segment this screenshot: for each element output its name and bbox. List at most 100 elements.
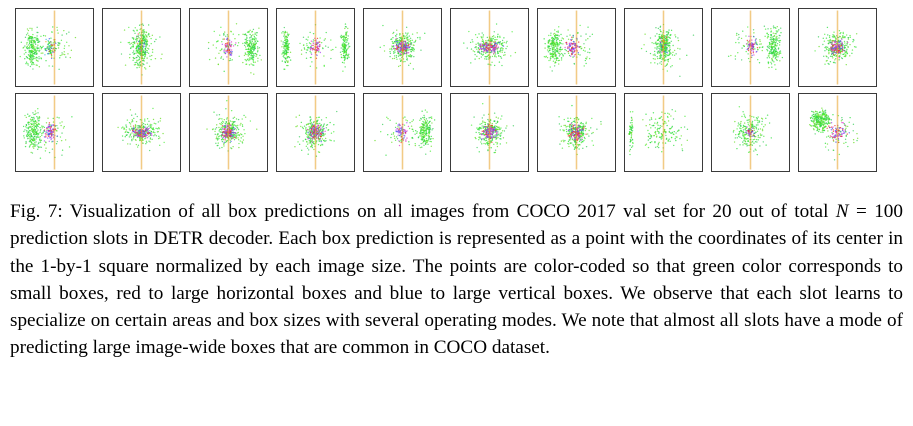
- prediction-point: [310, 145, 313, 147]
- prediction-point: [250, 36, 252, 39]
- prediction-point: [766, 48, 768, 51]
- prediction-point: [50, 138, 52, 141]
- prediction-point: [48, 41, 51, 44]
- prediction-point: [253, 49, 255, 51]
- prediction-point: [833, 31, 835, 33]
- prediction-point: [130, 42, 133, 44]
- prediction-point: [45, 38, 47, 41]
- prediction-point: [675, 53, 677, 55]
- prediction-point: [144, 34, 147, 36]
- prediction-point: [281, 32, 283, 34]
- prediction-point: [24, 45, 26, 47]
- prediction-point: [143, 63, 145, 66]
- prediction-point: [138, 57, 141, 59]
- prediction-point: [654, 62, 656, 64]
- prediction-point: [849, 55, 851, 57]
- prediction-point: [254, 52, 257, 55]
- prediction-point: [152, 107, 154, 110]
- prediction-point: [38, 117, 41, 119]
- prediction-point: [154, 57, 157, 60]
- prediction-point: [222, 127, 224, 129]
- prediction-point: [323, 39, 325, 41]
- prediction-point: [653, 42, 655, 45]
- prediction-point: [846, 48, 848, 51]
- prediction-point: [316, 54, 318, 56]
- prediction-point: [144, 129, 147, 131]
- prediction-point: [834, 41, 837, 44]
- prediction-point: [133, 64, 136, 66]
- prediction-point: [288, 33, 290, 35]
- prediction-point: [218, 135, 221, 137]
- prediction-point: [398, 36, 401, 39]
- prediction-point: [159, 144, 161, 147]
- prediction-point: [310, 52, 312, 54]
- prediction-point: [752, 46, 754, 48]
- prediction-point: [298, 114, 301, 117]
- prediction-point: [834, 51, 836, 54]
- prediction-point: [400, 37, 402, 40]
- prediction-point: [329, 121, 331, 124]
- prediction-point: [573, 62, 575, 65]
- prediction-point: [659, 36, 661, 38]
- prediction-point: [330, 139, 332, 142]
- prediction-point: [833, 43, 835, 46]
- prediction-point: [34, 119, 37, 122]
- prediction-point: [150, 126, 152, 128]
- prediction-point: [142, 37, 144, 39]
- prediction-point: [555, 34, 558, 37]
- prediction-point: [344, 57, 346, 59]
- prediction-point: [753, 36, 755, 38]
- prediction-point: [548, 45, 551, 47]
- prediction-point: [549, 52, 551, 54]
- prediction-point: [48, 122, 51, 124]
- prediction-point: [28, 42, 31, 45]
- prediction-point: [141, 142, 144, 144]
- prediction-point: [835, 38, 837, 40]
- prediction-point: [501, 39, 504, 42]
- prediction-point: [230, 127, 232, 130]
- prediction-point: [383, 44, 385, 47]
- prediction-point: [855, 46, 857, 48]
- prediction-point: [42, 45, 44, 47]
- prediction-point: [835, 44, 838, 47]
- prediction-point: [495, 49, 497, 51]
- prediction-point: [28, 123, 30, 126]
- prediction-point: [502, 45, 505, 47]
- prediction-point: [26, 32, 29, 34]
- prediction-point: [345, 51, 347, 54]
- prediction-point: [492, 41, 495, 43]
- prediction-point: [574, 47, 576, 50]
- prediction-point: [47, 39, 49, 42]
- prediction-point: [403, 45, 405, 47]
- prediction-point: [28, 34, 30, 37]
- prediction-point: [317, 41, 319, 44]
- prediction-point: [37, 142, 40, 145]
- prediction-point: [573, 51, 575, 53]
- prediction-point: [766, 45, 769, 48]
- prediction-point: [577, 31, 579, 34]
- prediction-point: [573, 49, 576, 51]
- prediction-point: [254, 32, 256, 34]
- image-wide-box-streak: [749, 10, 752, 85]
- prediction-point: [751, 39, 753, 41]
- prediction-point: [664, 53, 666, 55]
- prediction-point: [651, 42, 653, 44]
- prediction-point: [124, 64, 127, 66]
- prediction-point: [248, 51, 251, 53]
- prediction-point: [163, 141, 165, 144]
- prediction-point: [830, 39, 832, 42]
- prediction-point: [670, 29, 673, 32]
- prediction-point: [286, 49, 288, 51]
- prediction-point: [692, 34, 695, 36]
- prediction-point: [494, 42, 496, 45]
- prediction-point: [398, 44, 400, 46]
- prediction-point: [845, 54, 847, 56]
- prediction-point: [143, 31, 146, 33]
- prediction-point: [252, 48, 254, 50]
- prediction-point: [544, 42, 546, 45]
- slot-panel-6: [450, 8, 529, 87]
- prediction-point: [216, 124, 218, 126]
- prediction-point: [303, 48, 306, 50]
- prediction-point: [218, 114, 221, 116]
- prediction-point: [51, 50, 54, 52]
